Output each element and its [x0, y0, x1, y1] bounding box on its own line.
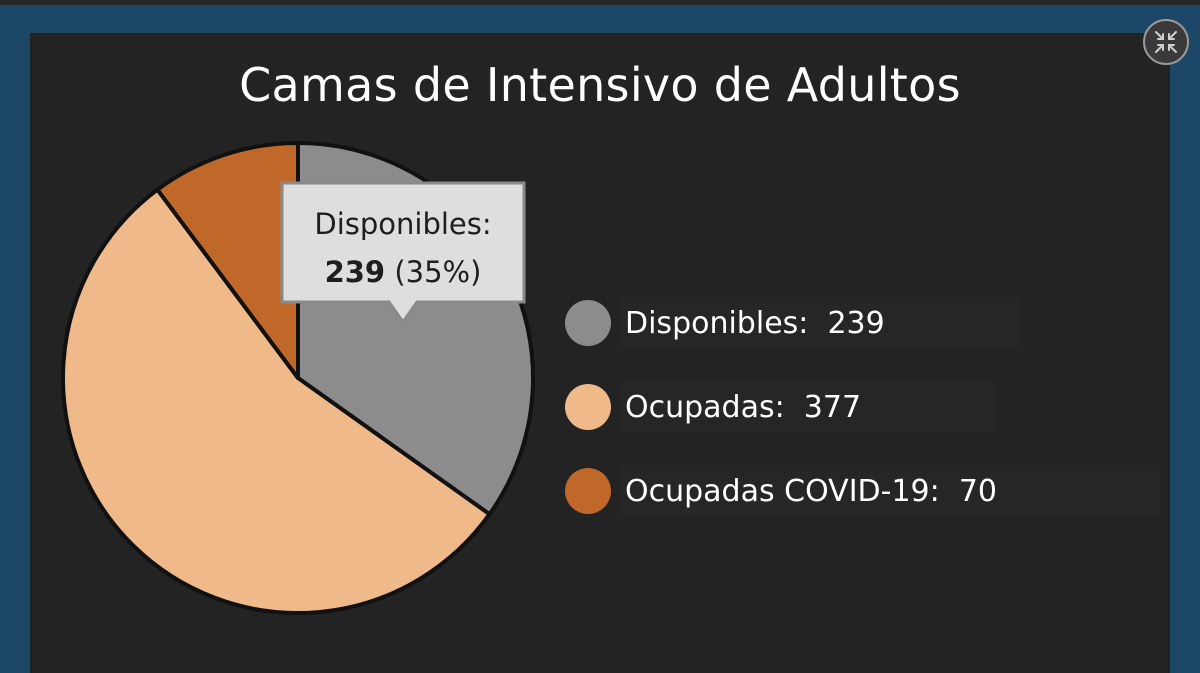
tooltip: Disponibles: 239 (35%) — [279, 180, 527, 325]
legend-label: Ocupadas — [625, 389, 775, 425]
tooltip-value: 239 — [324, 255, 386, 289]
legend-item-disponibles[interactable]: Disponibles: 239 — [565, 294, 1105, 352]
tooltip-percent: (35%) — [394, 255, 482, 289]
legend-swatch-ocupadas — [565, 384, 611, 430]
window-top-strip — [0, 0, 1200, 5]
legend-value: 239 — [827, 305, 885, 341]
legend-label: Ocupadas COVID-19 — [625, 473, 930, 509]
chart-title: Camas de Intensivo de Adultos — [239, 58, 961, 112]
tooltip-box — [280, 181, 526, 325]
collapse-button[interactable] — [1143, 19, 1189, 65]
legend-item-ocupadas-covid-19[interactable]: Ocupadas COVID-19: 70 — [565, 462, 1160, 520]
tooltip-label: Disponibles: — [314, 207, 492, 241]
legend-value: 70 — [958, 473, 998, 509]
legend-swatch-disponibles — [565, 300, 611, 346]
legend: Disponibles: 239 Ocupadas: 377 Ocupadas … — [565, 294, 1160, 546]
pie-slice-ocupadas[interactable] — [61, 187, 492, 615]
legend-value: 377 — [803, 389, 862, 425]
legend-label: Disponibles — [625, 305, 799, 341]
legend-swatch-ocupadas-covid-19 — [565, 468, 611, 514]
legend-item-ocupadas[interactable]: Ocupadas: 377 — [565, 378, 1105, 436]
pie-slice-ocupadas-covid-19[interactable] — [155, 141, 300, 380]
collapse-arrows-icon — [1155, 31, 1177, 53]
